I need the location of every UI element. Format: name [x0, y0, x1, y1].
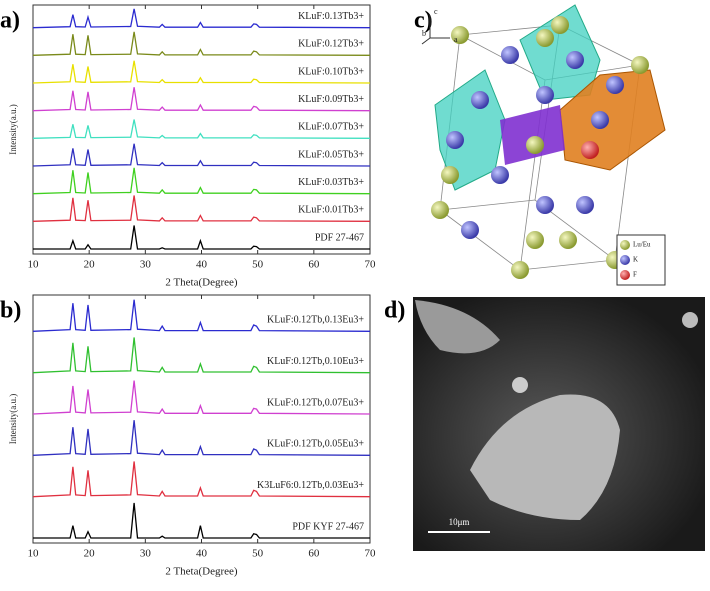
- x-tick-label: 70: [365, 548, 377, 560]
- plot-frame: [32, 294, 371, 544]
- xrd-trace: [33, 225, 370, 250]
- xrd-trace: [32, 420, 371, 456]
- trace-label: K3LuF6:0.12Tb,0.03Eu3+: [257, 480, 364, 491]
- trace-label: PDF KYF 27-467: [292, 521, 364, 532]
- trace-label: KLuF:0.01Tb3+: [298, 205, 364, 216]
- xrd-trace: [32, 195, 371, 222]
- y-axis-title: Intensity(a.u.): [8, 394, 18, 444]
- particle: [415, 300, 500, 354]
- trace-label: KLuF:0.09Tb3+: [298, 94, 364, 105]
- sem-image: d) 10μm: [384, 297, 705, 551]
- x-tick-label: 50: [252, 548, 264, 560]
- x-axis-title: 2 Theta(Degree): [165, 566, 238, 578]
- trace-label: PDF 27-467: [315, 232, 364, 243]
- trace-label: KLuF:0.12Tb,0.13Eu3+: [267, 315, 364, 326]
- xrd-trace: [32, 31, 371, 56]
- trace-label: KLuF:0.12Tb,0.05Eu3+: [267, 439, 364, 450]
- trace-label: KLuF:0.10Tb3+: [298, 66, 364, 77]
- legend-label: F: [633, 271, 637, 279]
- panel-label: c): [414, 8, 433, 34]
- axis-name: b: [422, 29, 426, 38]
- x-tick-label: 40: [196, 259, 208, 271]
- xrd-trace: [33, 502, 370, 539]
- panel-label: d): [384, 298, 405, 324]
- x-tick-label: 20: [84, 259, 96, 271]
- polyhedron: [500, 105, 565, 165]
- x-tick-label: 60: [308, 259, 320, 271]
- axis-name: c: [434, 7, 438, 16]
- x-tick-label: 20: [84, 548, 96, 560]
- trace-label: KLuF:0.12Tb3+: [298, 39, 364, 50]
- axis-name: a: [454, 35, 458, 44]
- x-tick-label: 10: [28, 548, 40, 560]
- x-tick-label: 30: [140, 548, 152, 560]
- xrd-trace: [32, 337, 371, 374]
- x-tick-label: 50: [252, 259, 264, 271]
- y-axis-title: Intensity(a.u.): [8, 104, 18, 154]
- x-tick-label: 60: [308, 548, 320, 560]
- trace-label: KLuF:0.05Tb3+: [298, 149, 364, 160]
- trace-label: KLuF:0.12Tb,0.07Eu3+: [267, 397, 364, 408]
- x-tick-label: 10: [28, 259, 40, 271]
- xrd-trace: [32, 461, 371, 498]
- xrd-trace: [32, 60, 371, 84]
- crystal-structure: c) c b a Lu/Eu K F: [414, 4, 666, 286]
- xrd-trace: [32, 167, 371, 195]
- particle: [682, 312, 698, 328]
- panel-label: b): [0, 298, 21, 324]
- trace-label: KLuF:0.12Tb,0.10Eu3+: [267, 356, 364, 367]
- particle: [512, 377, 528, 393]
- particle: [470, 394, 620, 520]
- xrd-trace: [32, 119, 371, 139]
- xrd-trace: [32, 87, 371, 112]
- x-tick-label: 30: [140, 259, 152, 271]
- trace-label: KLuF:0.13Tb3+: [298, 11, 364, 22]
- legend-swatch: [620, 270, 630, 280]
- axis-indicator: [421, 15, 450, 45]
- xrd-trace: [32, 299, 371, 332]
- trace-label: KLuF:0.07Tb3+: [298, 122, 364, 133]
- legend-label: Lu/Eu: [633, 241, 651, 249]
- xrd-trace: [32, 143, 371, 167]
- legend-swatch: [620, 240, 630, 250]
- xrd-trace: [32, 380, 371, 415]
- legend-label: K: [633, 256, 638, 264]
- trace-label: KLuF:0.03Tb3+: [298, 177, 364, 188]
- legend-swatch: [620, 255, 630, 265]
- x-tick-label: 70: [365, 259, 377, 271]
- panel-label: a): [0, 8, 20, 34]
- x-tick-label: 40: [196, 548, 208, 560]
- x-axis-title: 2 Theta(Degree): [165, 277, 238, 289]
- xrd-trace: [32, 8, 371, 29]
- scale-label: 10μm: [449, 517, 470, 527]
